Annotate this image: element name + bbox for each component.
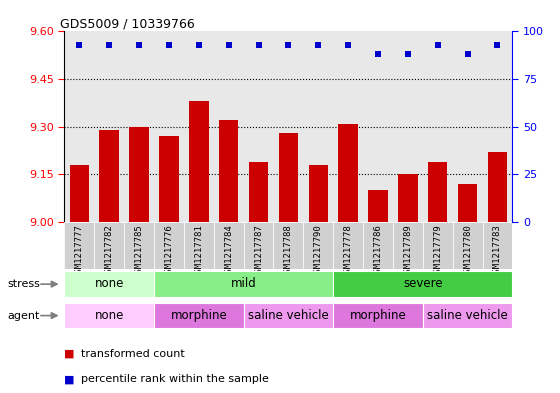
Text: stress: stress (7, 279, 40, 289)
Bar (333, 271, 512, 297)
Bar (333, 222, 363, 269)
Text: GSM1217790: GSM1217790 (314, 224, 323, 278)
Bar (219, 120, 239, 222)
Bar (244, 222, 273, 269)
Text: none: none (95, 277, 124, 290)
Bar (333, 303, 423, 328)
Text: GSM1217785: GSM1217785 (134, 224, 143, 278)
Text: morphine: morphine (170, 309, 227, 322)
Bar (159, 136, 179, 222)
Text: GDS5009 / 10339766: GDS5009 / 10339766 (60, 17, 195, 30)
Bar (64, 303, 154, 328)
Text: GSM1217778: GSM1217778 (344, 224, 353, 278)
Bar (363, 222, 393, 269)
Bar (64, 271, 154, 297)
Text: GSM1217783: GSM1217783 (493, 224, 502, 278)
Bar (423, 303, 512, 328)
Bar (309, 165, 328, 222)
Bar (273, 222, 304, 269)
Text: saline vehicle: saline vehicle (248, 309, 329, 322)
Bar (488, 152, 507, 222)
Bar (423, 222, 452, 269)
Bar (428, 162, 447, 222)
Text: GSM1217788: GSM1217788 (284, 224, 293, 278)
Bar (338, 123, 358, 222)
Bar (154, 271, 333, 297)
Bar (64, 222, 94, 269)
Bar (368, 190, 388, 222)
Text: GSM1217784: GSM1217784 (224, 224, 233, 278)
Bar (214, 222, 244, 269)
Text: saline vehicle: saline vehicle (427, 309, 508, 322)
Bar (184, 222, 214, 269)
Text: ■: ■ (64, 349, 75, 359)
Bar (154, 222, 184, 269)
Text: GSM1217782: GSM1217782 (105, 224, 114, 278)
Text: GSM1217781: GSM1217781 (194, 224, 203, 278)
Bar (189, 101, 208, 222)
Bar (249, 162, 268, 222)
Bar (129, 127, 149, 222)
Bar (393, 222, 423, 269)
Text: mild: mild (231, 277, 256, 290)
Text: GSM1217786: GSM1217786 (374, 224, 382, 278)
Text: GSM1217789: GSM1217789 (403, 224, 412, 278)
Text: morphine: morphine (349, 309, 407, 322)
Bar (244, 303, 333, 328)
Text: GSM1217779: GSM1217779 (433, 224, 442, 278)
Bar (124, 222, 154, 269)
Text: GSM1217780: GSM1217780 (463, 224, 472, 278)
Text: severe: severe (403, 277, 442, 290)
Bar (452, 222, 483, 269)
Text: none: none (95, 309, 124, 322)
Bar (100, 130, 119, 222)
Text: ■: ■ (64, 374, 75, 384)
Bar (94, 222, 124, 269)
Text: GSM1217777: GSM1217777 (75, 224, 84, 278)
Text: percentile rank within the sample: percentile rank within the sample (81, 374, 269, 384)
Bar (279, 133, 298, 222)
Text: GSM1217776: GSM1217776 (165, 224, 174, 278)
Bar (69, 165, 89, 222)
Bar (154, 303, 244, 328)
Text: agent: agent (7, 310, 40, 321)
Bar (458, 184, 477, 222)
Bar (304, 222, 333, 269)
Text: GSM1217787: GSM1217787 (254, 224, 263, 278)
Bar (483, 222, 512, 269)
Bar (398, 174, 418, 222)
Text: transformed count: transformed count (81, 349, 185, 359)
